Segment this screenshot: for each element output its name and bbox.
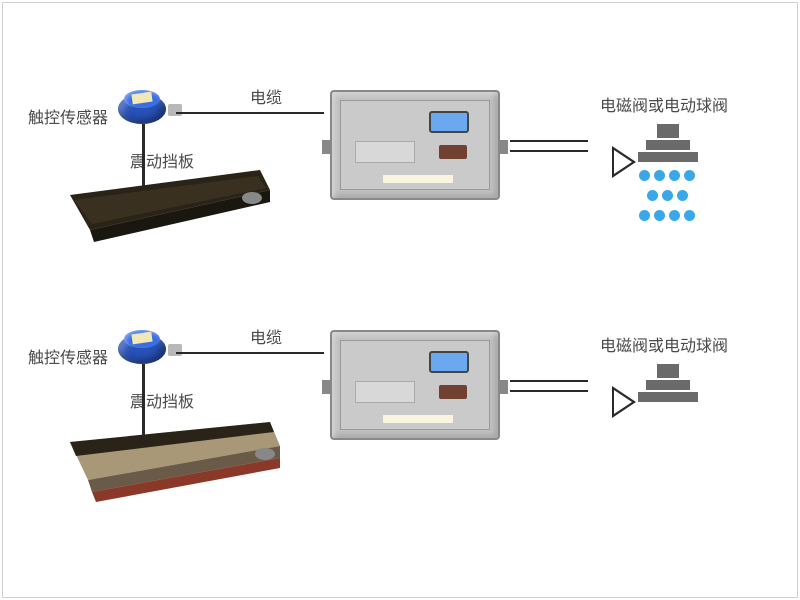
sensor-label: 触控传感器	[28, 344, 108, 368]
arrow-head-icon	[612, 386, 636, 418]
cable-label: 电缆	[250, 324, 282, 348]
sensor-label: 触控传感器	[28, 104, 108, 128]
touch-sensor	[118, 90, 176, 128]
conveyor-belt	[70, 422, 270, 492]
spray-dots	[622, 168, 712, 228]
baffle-label: 震动挡板	[130, 388, 194, 412]
cable-line	[176, 352, 324, 354]
cable-line	[176, 112, 324, 114]
solenoid-valve	[638, 124, 698, 162]
control-box	[330, 90, 500, 200]
solenoid-valve	[638, 364, 698, 402]
diagram-row-2: 触控传感器 震动挡板 电缆 电磁阀或电动球阀	[0, 300, 800, 530]
arrow-shaft	[510, 140, 588, 152]
valve-label: 电磁阀或电动球阀	[600, 92, 728, 116]
display-screen	[429, 111, 469, 133]
diagram-row-1: 触控传感器 震动挡板 电缆 电磁阀或电动球阀	[0, 60, 800, 290]
control-box	[330, 330, 500, 440]
conveyor-belt	[70, 170, 270, 240]
arrow-shaft	[510, 380, 588, 392]
baffle-label: 震动挡板	[130, 148, 194, 172]
touch-sensor	[118, 330, 176, 368]
valve-label: 电磁阀或电动球阀	[600, 332, 728, 356]
cable-label: 电缆	[250, 84, 282, 108]
display-screen	[429, 351, 469, 373]
